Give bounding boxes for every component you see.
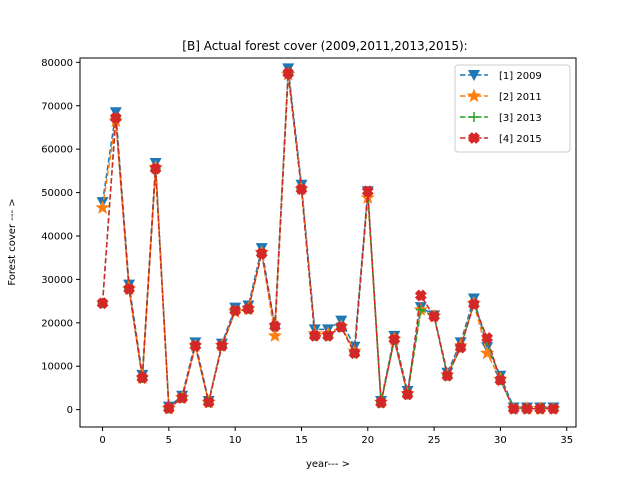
y-axis-label: Forest cover --- >: [7, 198, 18, 285]
x-tick-label: 20: [361, 435, 374, 446]
data-point: [149, 162, 162, 175]
y-tick-label: 50000: [41, 188, 73, 199]
data-point: [441, 369, 454, 382]
data-point: [414, 289, 427, 302]
x-axis-label: year--- >: [306, 459, 350, 470]
plot-area: [95, 63, 561, 415]
y-tick-label: 40000: [41, 231, 73, 242]
data-point: [322, 329, 334, 342]
data-point: [348, 347, 361, 360]
data-point: [295, 183, 308, 196]
data-point: [136, 372, 149, 384]
data-point: [229, 304, 242, 317]
y-tick-label: 20000: [41, 318, 73, 329]
axes: 0 5 10 15 20 25 30 35 0 10000 20000 30000 40000 50000…: [41, 58, 573, 446]
x-tick-label: 5: [166, 435, 172, 446]
legend-label: [1] 2009: [499, 71, 542, 82]
data-point: [454, 341, 467, 354]
x-tick-label: 35: [560, 435, 573, 446]
data-point: [162, 402, 175, 415]
data-point: [480, 345, 495, 360]
x-tick-label: 25: [428, 435, 441, 446]
legend-marker: [469, 112, 479, 122]
legend-item: [4] 2015: [460, 132, 542, 145]
data-point: [494, 374, 507, 387]
legend-marker: [466, 88, 482, 103]
data-point: [534, 402, 547, 415]
x-tick-label: 15: [295, 435, 308, 446]
data-point: [481, 332, 494, 344]
legend-item: [2] 2011: [460, 88, 542, 103]
data-point: [269, 320, 281, 333]
y-tick-label: 60000: [41, 145, 73, 156]
data-point: [335, 321, 348, 334]
data-point: [96, 297, 109, 310]
legend-box: [454, 64, 571, 153]
series-4: [96, 67, 560, 415]
data-point: [467, 298, 480, 311]
legend-marker: [468, 132, 480, 144]
x-tick-label: 0: [99, 435, 105, 446]
data-point: [308, 329, 321, 342]
legend-label: [4] 2015: [499, 134, 542, 145]
data-point: [255, 247, 268, 260]
data-point: [109, 107, 122, 119]
legend-item: [1] 2009: [460, 70, 542, 82]
chart-title: [B] Actual forest cover (2009,2011,2013,…: [182, 39, 467, 53]
data-point: [282, 67, 295, 80]
y-tick-label: 10000: [41, 362, 73, 373]
data-point: [123, 283, 135, 295]
x-tick-label: 10: [229, 435, 242, 446]
data-point: [216, 339, 228, 352]
data-point: [176, 392, 189, 404]
legend-label: [2] 2011: [499, 92, 542, 103]
data-point: [428, 310, 440, 323]
data-point: [388, 333, 401, 346]
data-point: [507, 402, 520, 415]
legend-marker: [468, 70, 480, 81]
data-point: [401, 388, 414, 401]
data-point: [375, 396, 387, 409]
legend: [1] 2009 [2] 2011 [3] 2013 [4] 2015: [454, 64, 571, 153]
data-point: [242, 303, 255, 315]
y-tick-label: 70000: [41, 101, 73, 112]
legend-label: [3] 2013: [499, 113, 542, 124]
data-point: [109, 112, 122, 124]
data-point: [521, 402, 533, 415]
data-point: [547, 402, 560, 415]
y-tick-label: 30000: [41, 275, 73, 286]
legend-item: [3] 2013: [460, 112, 542, 124]
data-point: [361, 185, 374, 198]
plot-frame: [79, 57, 577, 428]
x-tick-label: 30: [494, 435, 507, 446]
data-point: [189, 339, 202, 352]
data-point: [415, 304, 426, 315]
y-tick-label: 80000: [41, 58, 73, 69]
data-point: [267, 328, 283, 342]
data-point: [95, 200, 110, 214]
data-point: [202, 396, 215, 409]
y-tick-label: 0: [67, 405, 73, 416]
